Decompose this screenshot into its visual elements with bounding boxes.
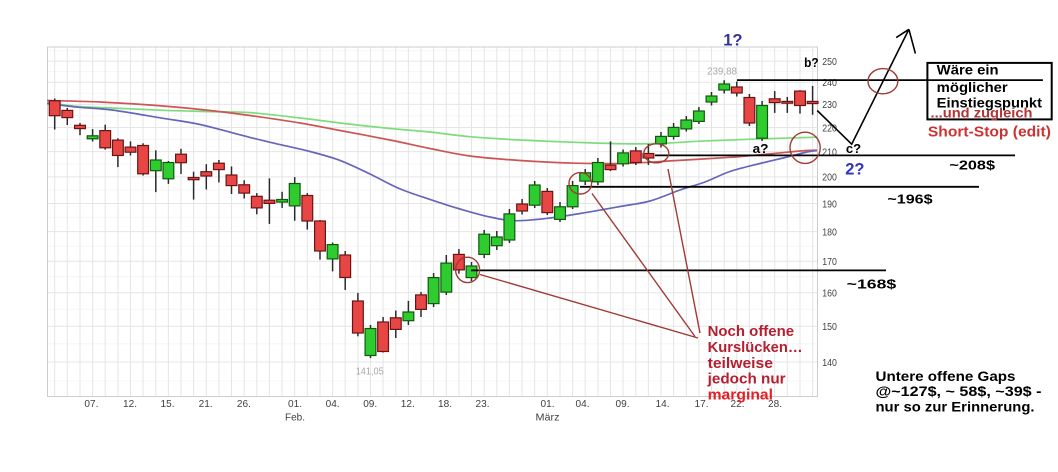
svg-text:01.: 01. [288, 398, 302, 410]
svg-text:Wäre ein: Wäre ein [937, 63, 999, 78]
svg-text:28.: 28. [768, 398, 782, 410]
svg-text:180: 180 [822, 226, 837, 238]
svg-text:140: 140 [822, 357, 837, 369]
svg-text:...und zugleich: ...und zugleich [931, 105, 1033, 121]
svg-text:Kurslücken…: Kurslücken… [708, 340, 803, 356]
svg-text:150: 150 [822, 321, 837, 333]
svg-text:März: März [536, 412, 560, 424]
svg-text:Untere offene Gaps: Untere offene Gaps [876, 369, 1016, 384]
svg-text:239,88: 239,88 [707, 66, 737, 78]
svg-text:~168$: ~168$ [847, 277, 898, 292]
svg-text:04.: 04. [576, 398, 590, 410]
svg-text:21.: 21. [199, 398, 213, 410]
svg-text:23.: 23. [476, 398, 490, 410]
svg-text:12.: 12. [123, 398, 137, 410]
svg-text:~208$: ~208$ [949, 157, 996, 172]
svg-text:c?: c? [846, 141, 861, 156]
svg-text:09.: 09. [363, 398, 377, 410]
svg-text:a?: a? [753, 141, 769, 156]
svg-text:14.: 14. [656, 398, 670, 410]
svg-text:04.: 04. [326, 398, 340, 410]
svg-text:1?: 1? [723, 31, 742, 50]
svg-text:jedoch nur: jedoch nur [707, 372, 786, 388]
svg-text:26.: 26. [237, 398, 251, 410]
svg-text:141,05: 141,05 [356, 366, 384, 378]
svg-text:07.: 07. [84, 398, 98, 410]
svg-text:~196$: ~196$ [887, 192, 933, 207]
svg-text:200: 200 [822, 172, 837, 184]
svg-text:Noch offene: Noch offene [708, 324, 795, 340]
svg-text:22.: 22. [731, 398, 745, 410]
svg-text:250: 250 [822, 56, 837, 68]
svg-text:marginal: marginal [708, 388, 773, 404]
svg-text:190: 190 [822, 198, 837, 210]
svg-text:230: 230 [822, 99, 837, 111]
svg-text:2?: 2? [845, 160, 864, 179]
svg-text:Short-Stop (edit): Short-Stop (edit) [928, 123, 1051, 140]
svg-text:17.: 17. [695, 398, 709, 410]
svg-text:01.: 01. [541, 398, 555, 410]
svg-text:12.: 12. [401, 398, 415, 410]
svg-text:170: 170 [822, 256, 837, 268]
svg-text:b?: b? [804, 55, 819, 70]
svg-text:nur so zur Erinnerung.: nur so zur Erinnerung. [876, 399, 1035, 414]
svg-text:15.: 15. [161, 398, 175, 410]
svg-text:teilweise: teilweise [708, 356, 773, 372]
svg-text:210: 210 [822, 146, 837, 158]
svg-text:@~127$, ~ 58$, ~39$ -: @~127$, ~ 58$, ~39$ - [876, 384, 1042, 399]
svg-text:160: 160 [822, 287, 837, 299]
svg-text:Feb.: Feb. [285, 412, 305, 424]
svg-text:09.: 09. [616, 398, 630, 410]
svg-text:Einstiegspunkt: Einstiegspunkt [937, 96, 1043, 111]
svg-text:möglicher: möglicher [937, 80, 1009, 95]
svg-text:240: 240 [822, 77, 837, 89]
svg-text:18.: 18. [438, 398, 452, 410]
